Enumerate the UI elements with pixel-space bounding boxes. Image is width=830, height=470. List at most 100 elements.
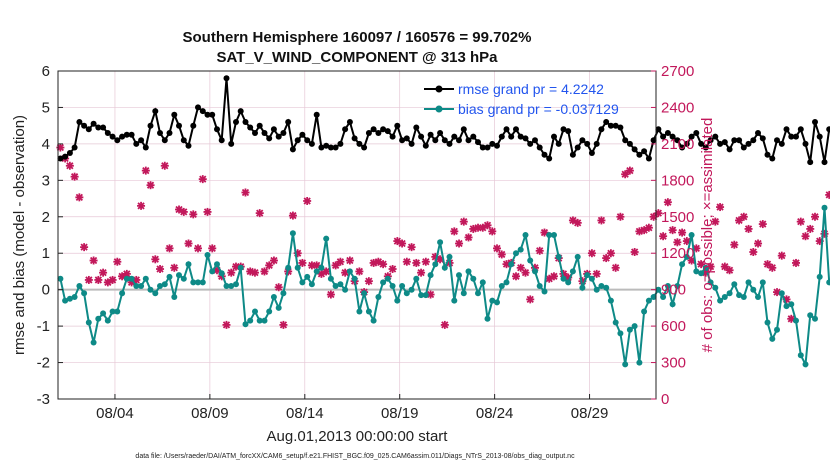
bias-point <box>299 279 306 286</box>
bias-point <box>266 308 273 315</box>
y-tick-label: -2 <box>37 355 50 372</box>
bias-point <box>726 290 733 297</box>
rmse-point <box>119 133 126 140</box>
rmse-point <box>460 126 467 133</box>
rmse-point <box>71 144 78 151</box>
bias-point <box>209 268 216 275</box>
rmse-point <box>588 150 595 156</box>
rmse-point <box>308 140 315 147</box>
rmse-point <box>793 133 799 140</box>
obs-marker <box>682 237 691 246</box>
x-axis-ticks: 08/04 08/09 08/14 08/19 08/24 08/29 <box>96 394 608 422</box>
rmse-point <box>403 135 410 142</box>
obs-marker <box>75 193 84 202</box>
rmse-point <box>95 124 102 131</box>
rmse-point <box>342 126 349 133</box>
bias-point <box>489 297 496 304</box>
bias-point <box>247 317 254 324</box>
bias-point <box>313 268 320 275</box>
rmse-point <box>579 137 586 144</box>
series-layer <box>56 75 830 368</box>
rmse-point <box>142 144 149 151</box>
bias-point <box>769 335 776 342</box>
bias-point <box>783 303 790 310</box>
obs-marker <box>379 260 388 269</box>
bias-point <box>636 359 643 366</box>
rmse-point <box>166 130 173 136</box>
obs-marker <box>151 255 160 264</box>
bias-point <box>484 315 491 322</box>
obs-marker <box>796 217 805 226</box>
bias-point <box>774 326 780 333</box>
rmse-point <box>494 142 500 149</box>
obs-marker <box>398 239 407 248</box>
obs-marker <box>606 249 615 258</box>
obs-marker <box>644 223 653 232</box>
rmse-point <box>802 140 809 147</box>
rmse-point <box>636 151 643 158</box>
rmse-point <box>313 111 320 118</box>
rmse-point <box>157 130 163 136</box>
y2-tick-label: 1800 <box>661 172 694 189</box>
bias-point <box>233 281 239 288</box>
y-tick-label: 5 <box>42 99 50 116</box>
obs-marker <box>364 277 373 286</box>
bias-point <box>223 283 230 289</box>
obs-marker <box>749 248 758 257</box>
bias-point <box>612 319 619 326</box>
obs-marker <box>592 269 601 278</box>
rmse-point <box>418 133 425 140</box>
legend-bias-label: bias grand pr = -0.037129 <box>458 101 619 117</box>
bias-point <box>736 292 743 299</box>
bias-point <box>100 310 107 317</box>
bias-point <box>721 294 728 300</box>
bias-point <box>826 279 830 286</box>
rmse-point <box>57 155 64 162</box>
bias-point <box>513 250 519 257</box>
rmse-point <box>209 111 216 118</box>
obs-marker <box>70 172 79 181</box>
rmse-point <box>446 140 453 147</box>
rmse-point <box>161 137 168 144</box>
bias-point <box>560 275 567 282</box>
rmse-point <box>441 137 448 144</box>
bias-point <box>645 297 652 304</box>
bias-point <box>85 319 92 326</box>
rmse-point <box>664 130 671 136</box>
bias-point <box>579 284 586 291</box>
bias-point <box>698 270 705 277</box>
bias-point <box>494 299 500 306</box>
x-tick-label: 08/19 <box>381 405 419 422</box>
rmse-point <box>698 140 705 147</box>
rmse-point <box>256 122 263 129</box>
bias-point <box>342 286 349 293</box>
bias-point <box>285 264 292 271</box>
rmse-point <box>612 122 619 129</box>
obs-marker <box>549 272 558 281</box>
obs-marker <box>260 267 269 276</box>
rmse-point <box>380 126 387 133</box>
y-tick-label: 3 <box>42 172 50 189</box>
bias-point <box>389 283 396 289</box>
bias-point <box>161 281 168 288</box>
rmse-point <box>223 75 230 82</box>
bias-point <box>199 279 206 286</box>
bias-point <box>555 253 562 260</box>
obs-marker <box>806 224 815 233</box>
obs-marker <box>113 257 122 266</box>
obs-marker <box>170 263 179 272</box>
bias-point <box>603 284 610 291</box>
rmse-point <box>456 137 462 144</box>
rmse-point <box>252 130 258 136</box>
bias-point <box>81 290 88 297</box>
rmse-point <box>199 108 206 115</box>
rmse-point <box>261 130 268 136</box>
obs-marker <box>801 232 810 241</box>
obs-marker <box>208 244 217 253</box>
bias-point <box>275 304 282 311</box>
obs-marker <box>678 228 687 237</box>
bias-point <box>517 246 524 253</box>
rmse-point <box>731 137 738 144</box>
obs-marker <box>241 188 250 197</box>
rmse-point <box>242 119 249 125</box>
